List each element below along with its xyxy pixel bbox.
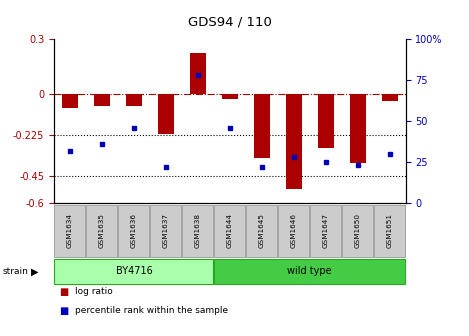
- Text: GSM1634: GSM1634: [67, 213, 73, 249]
- Bar: [254, 93, 270, 158]
- Bar: [222, 93, 238, 99]
- Bar: [158, 93, 174, 134]
- Text: GSM1644: GSM1644: [227, 213, 233, 249]
- Text: strain: strain: [2, 267, 28, 276]
- Text: GSM1635: GSM1635: [99, 213, 105, 249]
- Text: GSM1646: GSM1646: [291, 213, 297, 249]
- Text: wild type: wild type: [287, 266, 332, 276]
- Bar: [350, 93, 366, 163]
- Text: GSM1651: GSM1651: [387, 213, 393, 249]
- Text: GSM1638: GSM1638: [195, 213, 201, 249]
- Text: log ratio: log ratio: [75, 287, 113, 296]
- Text: ■: ■: [59, 287, 68, 297]
- Text: ■: ■: [59, 306, 68, 316]
- Bar: [62, 93, 78, 108]
- Text: percentile rank within the sample: percentile rank within the sample: [75, 306, 228, 315]
- Text: ▶: ▶: [31, 266, 39, 276]
- Bar: [286, 93, 302, 188]
- Bar: [318, 93, 334, 149]
- Text: BY4716: BY4716: [115, 266, 152, 276]
- Text: GSM1636: GSM1636: [131, 213, 137, 249]
- Bar: [190, 53, 206, 93]
- Bar: [382, 93, 398, 101]
- Bar: [94, 93, 110, 106]
- Text: GSM1637: GSM1637: [163, 213, 169, 249]
- Text: GSM1650: GSM1650: [355, 213, 361, 249]
- Text: GDS94 / 110: GDS94 / 110: [188, 15, 272, 28]
- Text: GSM1645: GSM1645: [259, 213, 265, 249]
- Text: GSM1647: GSM1647: [323, 213, 329, 249]
- Bar: [126, 93, 142, 106]
